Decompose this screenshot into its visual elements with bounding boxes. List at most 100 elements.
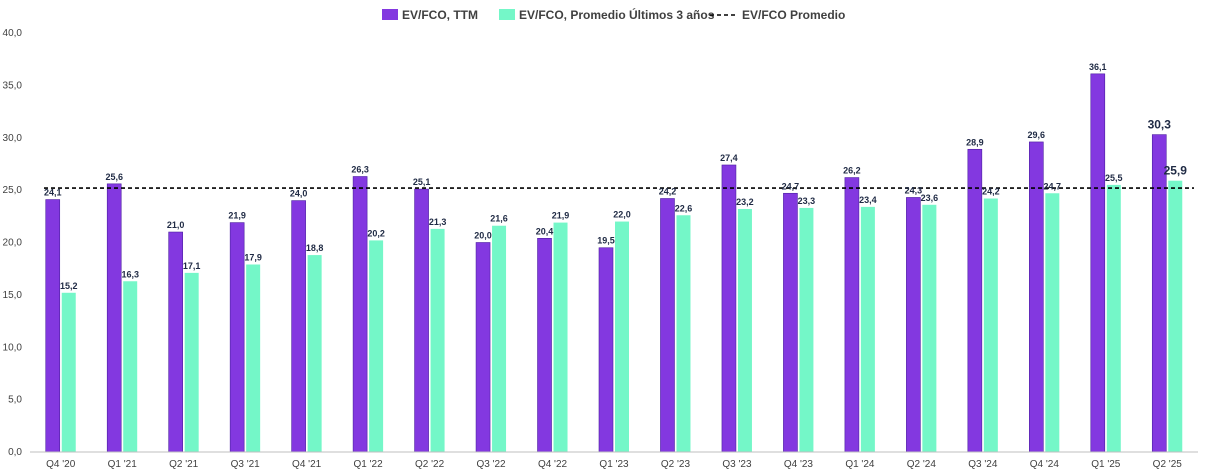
bar-ev-fco-promedio-3-anos	[61, 292, 76, 452]
y-tick-label: 10,0	[3, 342, 23, 353]
bar-ev-fco-ttm	[783, 192, 798, 453]
x-tick-label: Q4 '23	[784, 459, 814, 470]
bar-ev-fco-promedio-3-anos	[184, 272, 199, 452]
data-label-ev-fco-promedio-3-anos: 18,8	[306, 243, 324, 253]
bar-ev-fco-promedio-3-anos	[1045, 193, 1060, 452]
x-tick-label: Q1 '25	[1091, 459, 1121, 470]
bar-ev-fco-promedio-3-anos	[799, 207, 814, 452]
data-label-ev-fco-promedio-3-anos: 22,6	[675, 203, 693, 213]
x-tick-label: Q3 '23	[722, 459, 752, 470]
bar-ev-fco-ttm	[1151, 134, 1167, 453]
y-tick-label: 15,0	[3, 290, 23, 301]
bars	[45, 73, 1183, 453]
bar-ev-fco-promedio-3-anos	[983, 198, 998, 452]
data-label-ev-fco-ttm: 29,6	[1028, 130, 1046, 140]
legend: EV/FCO, TTM EV/FCO, Promedio Últimos 3 a…	[382, 7, 845, 22]
bar-ev-fco-ttm	[844, 177, 860, 453]
bar-ev-fco-promedio-3-anos	[430, 228, 445, 452]
x-tick-label: Q4 '22	[538, 459, 568, 470]
data-label-ev-fco-promedio-3-anos: 25,9	[1164, 164, 1188, 178]
x-tick-label: Q3 '24	[968, 459, 998, 470]
x-tick-label: Q3 '22	[476, 459, 506, 470]
bar-ev-fco-ttm	[721, 164, 737, 453]
bar-ev-fco-ttm	[537, 238, 552, 453]
data-label-ev-fco-ttm: 20,0	[474, 231, 492, 241]
data-label-ev-fco-ttm: 19,5	[597, 236, 615, 246]
data-label-ev-fco-promedio-3-anos: 23,2	[736, 197, 754, 207]
x-tick-label: Q4 '24	[1030, 459, 1060, 470]
y-tick-label: 20,0	[3, 238, 23, 249]
data-label-ev-fco-ttm: 20,4	[536, 226, 554, 236]
y-tick-label: 5,0	[8, 395, 22, 406]
y-tick-label: 0,0	[8, 447, 22, 458]
data-label-ev-fco-promedio-3-anos: 24,2	[982, 187, 1000, 197]
data-label-ev-fco-promedio-3-anos: 23,4	[859, 195, 877, 205]
bar-ev-fco-promedio-3-anos	[246, 264, 261, 452]
data-label-ev-fco-ttm: 26,2	[843, 166, 861, 176]
bar-ev-fco-ttm	[475, 242, 491, 453]
y-tick-label: 30,0	[3, 133, 23, 144]
bar-ev-fco-ttm	[906, 197, 921, 453]
data-label-ev-fco-ttm: 21,0	[167, 220, 185, 230]
bar-ev-fco-ttm	[291, 200, 306, 453]
data-label-ev-fco-ttm: 24,1	[44, 188, 62, 198]
data-label-ev-fco-ttm: 27,4	[720, 153, 738, 163]
data-label-ev-fco-promedio-3-anos: 20,2	[367, 228, 385, 238]
bar-ev-fco-promedio-3-anos	[553, 222, 568, 452]
x-tick-label: Q1 '22	[354, 459, 384, 470]
bar-ev-fco-ttm	[45, 199, 61, 453]
data-label-ev-fco-ttm: 28,9	[966, 137, 984, 147]
data-label-ev-fco-promedio-3-anos: 21,6	[490, 214, 508, 224]
x-tick-label: Q1 '21	[108, 459, 138, 470]
data-label-ev-fco-promedio-3-anos: 23,6	[921, 193, 939, 203]
x-tick-label: Q1 '23	[599, 459, 629, 470]
legend-label-ref-line: EV/FCO Promedio	[742, 8, 845, 22]
bar-ev-fco-ttm	[106, 183, 122, 453]
bar-ev-fco-promedio-3-anos	[676, 215, 691, 452]
legend-label-ttm: EV/FCO, TTM	[402, 8, 478, 22]
data-label-ev-fco-promedio-3-anos: 21,3	[429, 217, 447, 227]
bar-ev-fco-promedio-3-anos	[492, 225, 507, 452]
x-tick-label: Q2 '24	[907, 459, 937, 470]
x-tick-label: Q2 '25	[1153, 459, 1183, 470]
bar-ev-fco-ttm	[598, 247, 614, 453]
bar-ev-fco-ttm	[660, 198, 675, 453]
data-label-ev-fco-promedio-3-anos: 25,5	[1105, 173, 1123, 183]
x-tick-label: Q4 '20	[46, 459, 76, 470]
y-tick-label: 35,0	[3, 80, 23, 91]
data-label-ev-fco-promedio-3-anos: 17,9	[244, 252, 262, 262]
legend-swatch-ttm	[382, 9, 398, 20]
bar-ev-fco-promedio-3-anos	[737, 208, 752, 452]
bar-ev-fco-ttm	[414, 188, 429, 453]
data-label-ev-fco-promedio-3-anos: 23,3	[798, 196, 816, 206]
bar-ev-fco-promedio-3-anos	[307, 255, 322, 452]
bar-ev-fco-promedio-3-anos	[1106, 184, 1121, 452]
bar-ev-fco-ttm	[1090, 73, 1106, 453]
bar-ev-fco-promedio-3-anos	[1168, 180, 1183, 452]
x-tick-label: Q3 '21	[231, 459, 261, 470]
data-label-ev-fco-promedio-3-anos: 24,7	[1044, 181, 1062, 191]
data-label-ev-fco-promedio-3-anos: 21,9	[552, 211, 570, 221]
bar-ev-fco-promedio-3-anos	[369, 240, 384, 452]
data-label-ev-fco-promedio-3-anos: 15,2	[60, 281, 78, 291]
bar-ev-fco-promedio-3-anos	[922, 204, 937, 452]
legend-label-avg3: EV/FCO, Promedio Últimos 3 años	[519, 7, 715, 22]
data-label-ev-fco-promedio-3-anos: 22,0	[613, 210, 631, 220]
data-label-ev-fco-ttm: 25,1	[413, 177, 431, 187]
bar-ev-fco-ttm	[229, 222, 245, 453]
legend-swatch-avg3	[499, 9, 515, 20]
y-tick-label: 25,0	[3, 185, 23, 196]
bar-ev-fco-promedio-3-anos	[123, 281, 138, 452]
data-label-ev-fco-ttm: 30,3	[1148, 118, 1172, 132]
data-label-ev-fco-ttm: 24,2	[659, 187, 677, 197]
data-label-ev-fco-ttm: 24,7	[782, 181, 800, 191]
x-tick-label: Q2 '23	[661, 459, 691, 470]
data-label-ev-fco-ttm: 25,6	[105, 172, 123, 182]
data-label-ev-fco-ttm: 26,3	[351, 165, 369, 175]
y-tick-label: 40,0	[3, 28, 23, 39]
data-label-ev-fco-promedio-3-anos: 17,1	[183, 261, 201, 271]
x-tick-label: Q2 '22	[415, 459, 445, 470]
x-tick-label: Q4 '21	[292, 459, 322, 470]
x-tick-label: Q1 '24	[845, 459, 875, 470]
